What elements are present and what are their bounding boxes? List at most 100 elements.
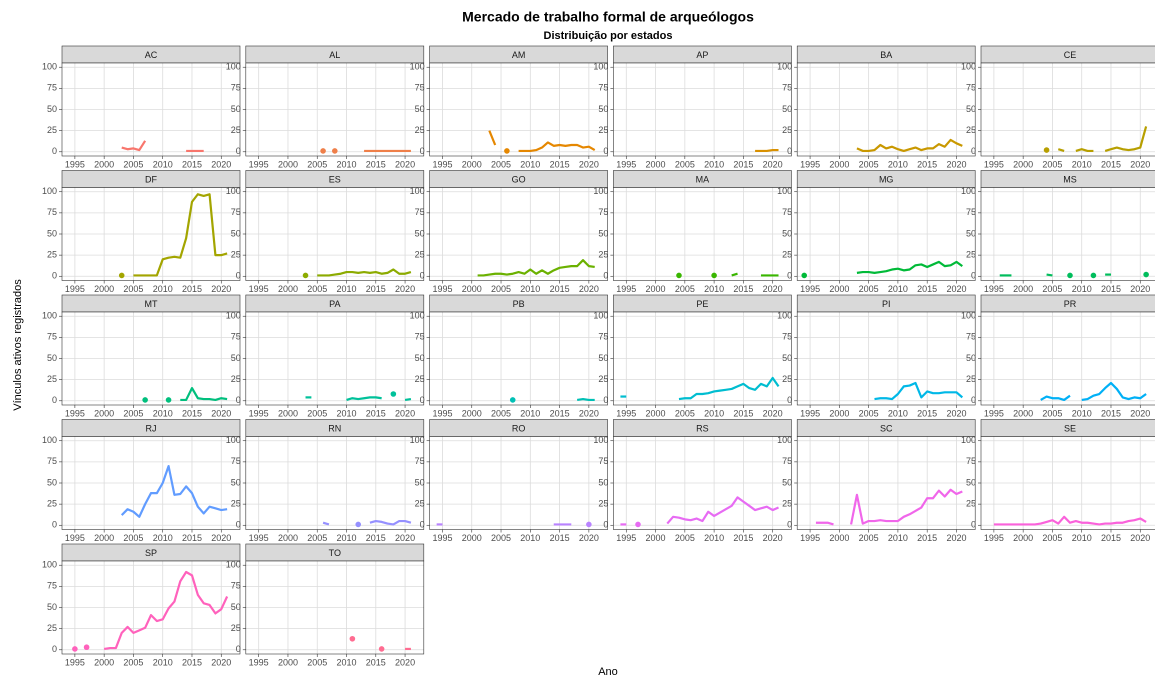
- line: [180, 386, 228, 402]
- x-tick-label: 2010: [704, 284, 724, 294]
- y-tick-label: 0: [420, 271, 425, 281]
- x-tick-label: 2010: [1072, 284, 1092, 294]
- x-tick-label: 2005: [859, 159, 879, 169]
- y-tick-label: 100: [593, 435, 608, 445]
- y-tick-label: 50: [598, 228, 608, 238]
- line: [731, 272, 738, 277]
- point: [320, 148, 326, 154]
- y-tick-label: 25: [415, 499, 425, 509]
- x-tick-label: 2010: [888, 284, 908, 294]
- y-tick-label: 75: [47, 207, 57, 217]
- x-tick-label: 2010: [1072, 533, 1092, 543]
- y-tick-label: 0: [787, 271, 792, 281]
- x-tick-label: 1995: [65, 408, 85, 418]
- chart-title: Mercado de trabalho formal de arqueólogo…: [462, 9, 754, 25]
- x-tick-label: 2005: [123, 657, 143, 667]
- x-tick-label: 2020: [395, 159, 415, 169]
- strip-label: GO: [512, 174, 526, 184]
- line: [678, 376, 780, 401]
- x-tick-label: 2015: [733, 533, 753, 543]
- x-tick-label: 2010: [888, 533, 908, 543]
- y-tick-label: 50: [966, 353, 976, 363]
- y-tick-label: 100: [961, 435, 976, 445]
- line: [874, 381, 964, 401]
- point: [390, 391, 397, 397]
- x-tick-label: 2000: [1013, 159, 1033, 169]
- strip-label: SC: [880, 423, 893, 433]
- strip-label: MA: [696, 174, 710, 184]
- x-tick-label: 2020: [579, 408, 599, 418]
- x-tick-label: 2000: [278, 284, 298, 294]
- x-tick-label: 1995: [800, 159, 820, 169]
- line: [477, 259, 595, 277]
- x-tick-label: 2005: [307, 284, 327, 294]
- x-tick-label: 2020: [211, 408, 231, 418]
- y-tick-label: 100: [777, 311, 792, 321]
- y-tick-label: 0: [603, 271, 608, 281]
- x-tick-label: 1995: [65, 159, 85, 169]
- y-tick-label: 25: [47, 499, 57, 509]
- y-tick-label: 50: [47, 353, 57, 363]
- x-tick-label: 2010: [153, 159, 173, 169]
- x-tick-label: 2010: [336, 657, 356, 667]
- y-tick-label: 0: [236, 395, 241, 405]
- x-tick-label: 2000: [94, 657, 114, 667]
- y-tick-label: 25: [415, 374, 425, 384]
- x-tick-label: 2000: [1013, 284, 1033, 294]
- x-tick-label: 1995: [65, 533, 85, 543]
- x-tick-label: 2010: [153, 657, 173, 667]
- y-tick-label: 25: [782, 499, 792, 509]
- x-tick-label: 1995: [616, 284, 636, 294]
- point: [676, 272, 682, 279]
- x-tick-label: 2000: [462, 408, 482, 418]
- x-tick-label: 2015: [366, 159, 386, 169]
- y-tick-label: 25: [966, 250, 976, 260]
- y-tick-label: 0: [52, 644, 57, 654]
- y-tick-label: 0: [236, 146, 241, 156]
- x-tick-label: 2020: [1130, 159, 1150, 169]
- x-tick-label: 1995: [616, 159, 636, 169]
- x-tick-label: 2000: [278, 159, 298, 169]
- y-tick-label: 75: [415, 207, 425, 217]
- x-tick-label: 1995: [616, 408, 636, 418]
- x-tick-label: 2000: [646, 159, 666, 169]
- line: [317, 268, 412, 277]
- y-tick-label: 25: [598, 374, 608, 384]
- strip-label: PI: [882, 299, 891, 309]
- point: [302, 272, 309, 279]
- point: [142, 397, 148, 403]
- strip-label: RS: [696, 423, 709, 433]
- x-tick-label: 2015: [366, 408, 386, 418]
- x-tick-label: 2015: [917, 284, 937, 294]
- x-tick-label: 2005: [491, 533, 511, 543]
- x-tick-label: 2015: [1101, 159, 1121, 169]
- y-axis-label: Vínculos ativos registrados: [12, 279, 24, 411]
- x-tick-label: 2005: [859, 408, 879, 418]
- x-tick-label: 2000: [829, 533, 849, 543]
- x-tick-label: 2010: [153, 408, 173, 418]
- y-tick-label: 100: [593, 311, 608, 321]
- strip-label: DF: [145, 174, 157, 184]
- strip-label: TO: [329, 548, 341, 558]
- y-tick-label: 50: [966, 104, 976, 114]
- y-tick-label: 75: [231, 83, 241, 93]
- y-tick-label: 25: [782, 125, 792, 135]
- strip-label: AL: [329, 50, 340, 60]
- x-tick-label: 2000: [1013, 533, 1033, 543]
- x-tick-label: 2005: [307, 657, 327, 667]
- x-tick-label: 2020: [946, 408, 966, 418]
- x-tick-label: 2000: [646, 284, 666, 294]
- line: [104, 570, 229, 651]
- x-tick-label: 2020: [1130, 284, 1150, 294]
- strip-label: CE: [1064, 50, 1077, 60]
- y-tick-label: 75: [47, 83, 57, 93]
- x-tick-label: 1995: [65, 657, 85, 667]
- line: [1057, 148, 1065, 152]
- y-tick-label: 75: [966, 456, 976, 466]
- y-tick-label: 50: [966, 477, 976, 487]
- x-tick-label: 1995: [432, 533, 452, 543]
- y-tick-label: 50: [598, 477, 608, 487]
- y-tick-label: 25: [782, 250, 792, 260]
- y-tick-label: 25: [415, 125, 425, 135]
